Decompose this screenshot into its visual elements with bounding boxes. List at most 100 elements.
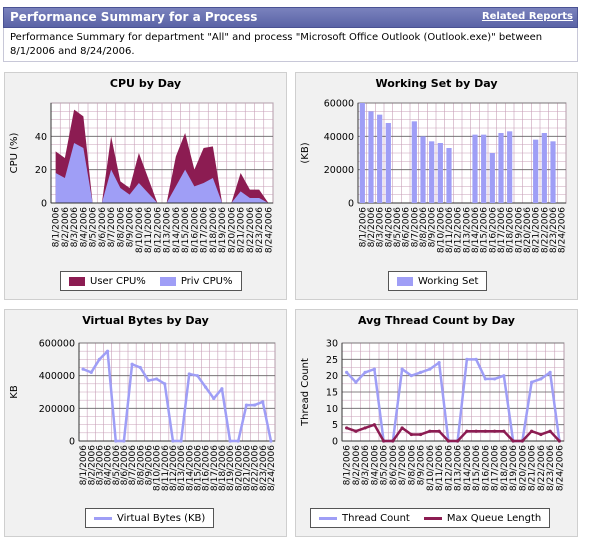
x-tick-label: 8/15/2006 [193, 445, 203, 491]
data-point [520, 439, 524, 443]
x-tick-label: 8/7/2006 [107, 207, 117, 248]
x-tick-label: 8/14/2006 [185, 445, 195, 491]
x-tick-label: 8/14/2006 [463, 445, 473, 491]
y-tick-label: 15 [326, 388, 338, 399]
x-tick-label: 8/6/2006 [389, 445, 399, 486]
bar [541, 133, 547, 203]
x-tick-label: 8/24/2006 [264, 207, 274, 253]
y-tick-label: 40 [35, 132, 47, 143]
y-tick-label: 0 [332, 437, 338, 448]
bar [507, 131, 513, 203]
bar [472, 134, 478, 203]
x-tick-label: 8/11/2006 [435, 445, 445, 491]
x-tick-label: 8/20/2006 [234, 445, 244, 491]
data-point [557, 439, 561, 443]
data-point [428, 367, 432, 371]
bar [437, 143, 443, 203]
bar [498, 133, 504, 203]
x-tick-label: 8/24/2006 [558, 207, 568, 253]
data-point [138, 365, 142, 370]
x-tick-label: 8/16/2006 [481, 445, 491, 491]
data-point [548, 370, 552, 374]
report-header: Performance Summary for a Process Relate… [3, 7, 578, 28]
y-tick-label: 20 [35, 165, 47, 176]
data-point [382, 439, 386, 443]
x-tick-label: 8/10/2006 [153, 445, 163, 491]
x-tick-label: 8/20/2006 [523, 207, 533, 253]
x-tick-label: 8/18/2006 [500, 445, 510, 491]
x-tick-label: 8/1/2006 [52, 207, 62, 248]
legend-item-virtual-bytes: Virtual Bytes (KB) [94, 513, 205, 524]
y-tick-label: 10 [326, 404, 338, 415]
x-tick-label: 8/11/2006 [161, 445, 171, 491]
data-point [354, 380, 358, 384]
related-reports-link[interactable]: Related Reports [481, 11, 573, 22]
legend-item-thread-count: Thread Count [319, 513, 410, 524]
data-point [465, 357, 469, 361]
data-point [187, 372, 191, 376]
x-tick-label: 8/20/2006 [518, 445, 528, 491]
data-point [179, 439, 183, 443]
y-tick-label: 25 [326, 355, 338, 366]
data-point [363, 370, 367, 374]
thread-count-chart-panel: 0 5 10 15 20 25 30 8/1/2006 8/2/2006 8/3/2006 8/4/… [295, 309, 578, 537]
x-tick-label: 8/7/2006 [128, 445, 138, 486]
x-tick-label: 8/19/2006 [226, 445, 236, 491]
data-point [493, 429, 497, 433]
x-tick-label: 8/19/2006 [509, 445, 519, 491]
report-description: Performance Summary for department "All"… [3, 28, 578, 62]
data-point [130, 362, 134, 366]
data-point [530, 380, 534, 384]
bar [420, 136, 426, 203]
legend-swatch [397, 276, 413, 286]
y-tick-label: 40000 [324, 132, 354, 143]
y-tick-label: 20000 [324, 165, 354, 176]
x-tick-label: 8/18/2006 [218, 445, 228, 491]
legend-label: User CPU% [90, 275, 146, 287]
x-tick-label: 8/1/2006 [358, 207, 368, 248]
cpu-chart-panel: 0 20 40 8/1/2006 8/2/2006 8/3/2006 8/4/2006 8/5… [4, 72, 287, 300]
x-tick-label: 8/17/2006 [200, 207, 210, 253]
bar [429, 141, 435, 203]
thread-count-legend: Thread Count Max Queue Length [310, 508, 551, 528]
x-tick-label: 8/15/2006 [181, 207, 191, 253]
y-tick-label: 30 [326, 339, 338, 350]
data-point [502, 374, 506, 378]
x-tick-label: 8/2/2006 [352, 445, 362, 486]
data-point [465, 429, 469, 433]
data-point [419, 432, 423, 437]
data-point [548, 429, 552, 433]
x-tick-label: 8/7/2006 [410, 207, 420, 248]
x-tick-label: 8/5/2006 [380, 445, 390, 486]
working-set-chart: 0 20000 40000 60000 8/1/20068/2/20068/3/2006… [300, 99, 568, 254]
data-point [354, 429, 358, 433]
x-tick-label: 8/6/2006 [98, 207, 108, 248]
data-point [530, 429, 534, 433]
x-tick-label: 8/11/2006 [144, 207, 154, 253]
x-tick-label: 8/13/2006 [163, 207, 173, 253]
data-point [244, 403, 249, 407]
data-point [122, 439, 126, 443]
legend-item-priv-cpu: Priv CPU% [159, 276, 233, 287]
data-point [474, 429, 478, 433]
x-tick-label: 8/21/2006 [237, 207, 247, 253]
data-point [89, 370, 93, 374]
y-tick-label: 400000 [39, 371, 75, 382]
data-point [511, 439, 515, 443]
y-tick-label: 0 [348, 199, 354, 210]
data-point [400, 426, 404, 430]
x-tick-label: 8/22/2006 [246, 207, 256, 253]
bar [377, 114, 383, 203]
legend-item-working-set: Working Set [397, 276, 478, 287]
x-tick-label: 8/4/2006 [104, 445, 114, 486]
data-point [539, 377, 543, 381]
data-point [456, 439, 460, 443]
x-tick-label: 8/2/2006 [87, 445, 97, 486]
y-tick-label: 60000 [324, 99, 354, 110]
y-tick-label: 0 [41, 199, 47, 210]
thread-count-chart: 0 5 10 15 20 25 30 8/1/2006 8/2/2006 8/3/2006 8/4/… [300, 339, 565, 492]
data-point [345, 370, 349, 374]
x-tick-label: 8/5/2006 [89, 207, 99, 248]
data-point [428, 429, 432, 433]
data-point [252, 403, 257, 407]
